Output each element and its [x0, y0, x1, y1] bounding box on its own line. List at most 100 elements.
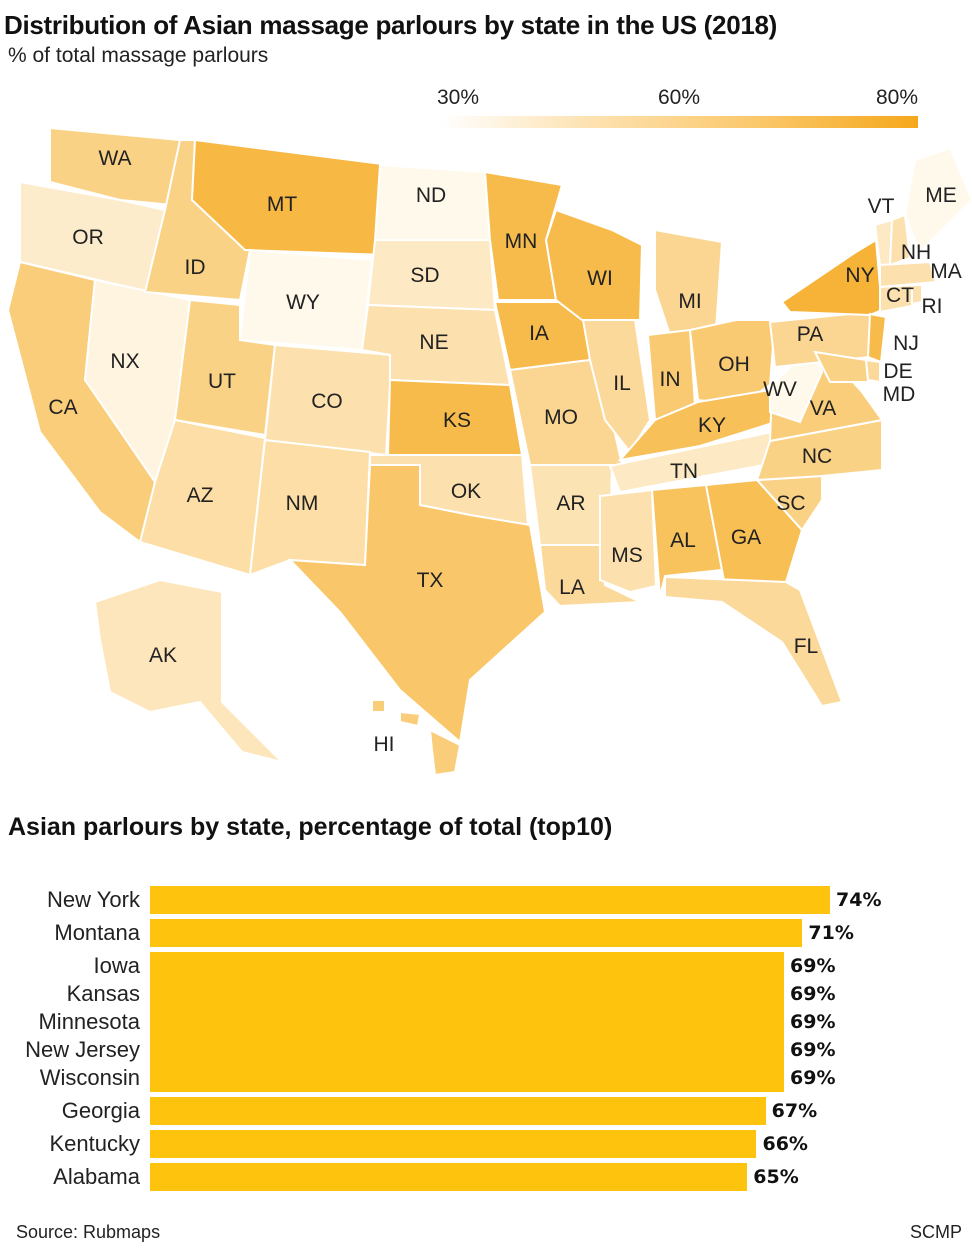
bar [150, 1097, 766, 1125]
state-label: VA [810, 397, 836, 420]
bar-value-label: 69% [790, 1067, 836, 1089]
state-label: OK [451, 480, 481, 503]
bar-label: Georgia [61, 1098, 140, 1123]
state-fl [664, 575, 844, 708]
state-label: AL [670, 529, 696, 552]
legend-tick: 80% [876, 86, 919, 109]
state-label: MS [611, 544, 643, 567]
state-label: MI [678, 290, 701, 313]
bar-value-label: 69% [790, 955, 836, 977]
bar [150, 1007, 785, 1036]
subtitle: % of total massage parlours [8, 44, 269, 67]
bar-value-label: 69% [790, 1039, 836, 1061]
legend-gradient [440, 116, 918, 128]
state-label: GA [731, 526, 761, 549]
bar-label: Wisconsin [39, 1065, 140, 1090]
bar-value-label: 69% [790, 1011, 836, 1033]
bar-value-label: 66% [762, 1133, 808, 1155]
state-nh [888, 213, 912, 267]
state-label: TX [417, 569, 444, 592]
credit: SCMP [909, 1222, 962, 1242]
state-label: TN [670, 460, 698, 483]
state-label: RI [922, 295, 943, 318]
state-label: FL [794, 635, 819, 658]
bar-value-label: 67% [771, 1100, 818, 1122]
bar-label: New York [47, 887, 140, 912]
state-label: NE [419, 331, 448, 354]
state-label: KS [443, 409, 471, 432]
state-label: NJ [893, 332, 919, 355]
state-label: ME [925, 184, 957, 207]
state-tx [287, 464, 547, 744]
state-label: WI [587, 267, 613, 290]
state-label: NC [802, 445, 832, 468]
legend-tick: 60% [658, 86, 701, 109]
bar [150, 886, 830, 914]
bar-label: Alabama [53, 1164, 140, 1189]
state-ga [704, 478, 804, 588]
source-note: Source: Rubmaps [16, 1222, 161, 1242]
state-me [903, 146, 972, 254]
state-label: UT [208, 370, 236, 393]
bar [150, 1063, 785, 1092]
bar [150, 979, 785, 1008]
bar-label: Iowa [93, 953, 140, 978]
state-label: CA [48, 396, 77, 419]
bar-chart-title: Asian parlours by state, percentage of t… [8, 813, 613, 841]
state-ms [599, 488, 658, 594]
state-nj [866, 312, 888, 364]
state-label: AZ [187, 484, 214, 507]
state-label: AR [556, 492, 585, 515]
page-title: Distribution of Asian massage parlours b… [4, 10, 778, 40]
bar-label: Minnesota [38, 1009, 140, 1034]
state-label: WY [286, 291, 320, 314]
state-label: AK [149, 644, 177, 667]
state-label: CO [311, 390, 343, 413]
state-label: IN [660, 368, 681, 391]
state-mt [190, 138, 392, 257]
state-wi [544, 208, 644, 321]
state-label: ID [185, 256, 206, 279]
state-label: OR [72, 226, 104, 249]
state-label: MN [505, 230, 538, 253]
state-label: DE [883, 360, 912, 383]
state-label: HI [374, 733, 395, 756]
state-ri [911, 284, 923, 306]
bar [150, 1035, 785, 1064]
state-ma [879, 260, 938, 289]
bar-value-label: 65% [753, 1166, 799, 1188]
state-label: ND [416, 184, 446, 207]
state-label: WV [763, 378, 797, 401]
state-label: NX [110, 350, 139, 373]
state-label: VT [868, 195, 895, 218]
state-wa [49, 126, 182, 207]
state-label: WA [98, 147, 131, 170]
bar-label: Kansas [66, 981, 140, 1006]
bar [150, 1130, 757, 1158]
state-oh [688, 319, 777, 407]
bar-label: New Jersey [25, 1037, 140, 1062]
bar [150, 919, 803, 947]
bar [150, 952, 785, 981]
state-ct [879, 283, 913, 314]
bar-label: Montana [54, 920, 140, 945]
state-label: LA [559, 576, 585, 599]
state-label: MO [544, 406, 578, 429]
legend-tick: 30% [437, 86, 480, 109]
bar-value-label: 71% [808, 922, 854, 944]
state-label: NM [286, 492, 319, 515]
state-label: CT [886, 284, 914, 307]
state-label: SD [410, 264, 439, 287]
state-label: NH [901, 241, 931, 264]
state-label: MD [883, 383, 916, 406]
bar [150, 1163, 748, 1191]
state-md [813, 350, 870, 383]
bar-label: Kentucky [49, 1131, 141, 1156]
state-az [138, 418, 267, 577]
state-mo [508, 358, 624, 466]
state-label: PA [797, 323, 823, 346]
state-label: KY [698, 414, 726, 437]
bar-value-label: 69% [790, 983, 836, 1005]
state-al [650, 483, 724, 598]
